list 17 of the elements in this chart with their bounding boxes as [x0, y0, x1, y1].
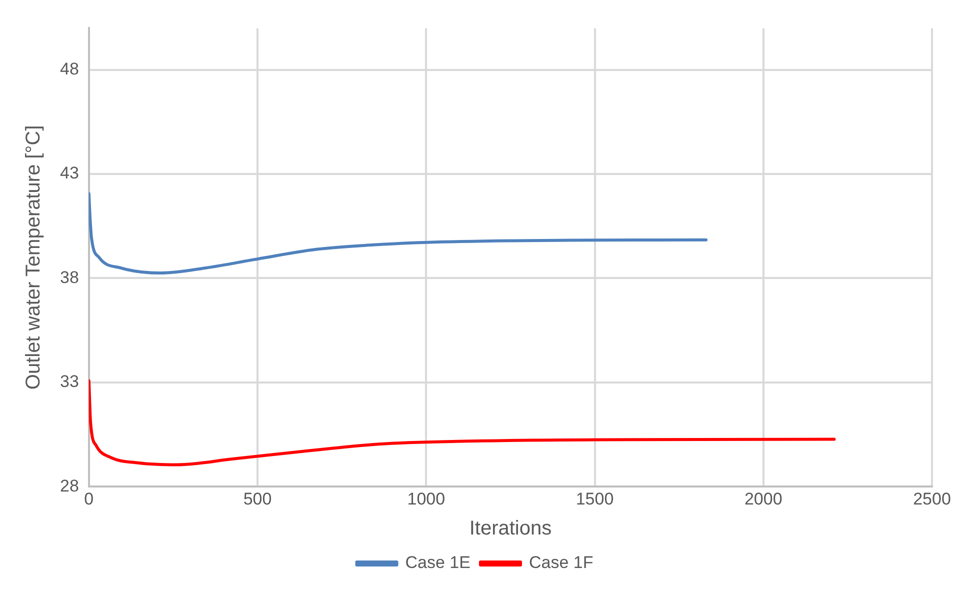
x-tick-label: 2500 — [913, 489, 951, 508]
legend-label: Case 1F — [528, 553, 594, 572]
x-axis-title: Iterations — [469, 518, 552, 540]
x-tick-label: 2000 — [744, 489, 782, 508]
legend-label: Case 1E — [405, 553, 470, 572]
line-series — [88, 379, 836, 466]
line-series — [88, 192, 708, 275]
x-tick-label: 0 — [84, 489, 94, 508]
y-tick-label: 33 — [60, 372, 79, 392]
x-tick-label: 1500 — [576, 489, 614, 508]
x-tick-label: 500 — [243, 489, 272, 508]
y-tick-label: 48 — [60, 60, 79, 79]
y-axis-title: Outlet water Temperature [°C] — [22, 125, 45, 390]
y-tick-label: 43 — [60, 164, 79, 183]
x-tick-label: 1000 — [407, 489, 446, 508]
y-tick-label: 28 — [60, 476, 79, 496]
y-tick-label: 38 — [60, 268, 79, 287]
